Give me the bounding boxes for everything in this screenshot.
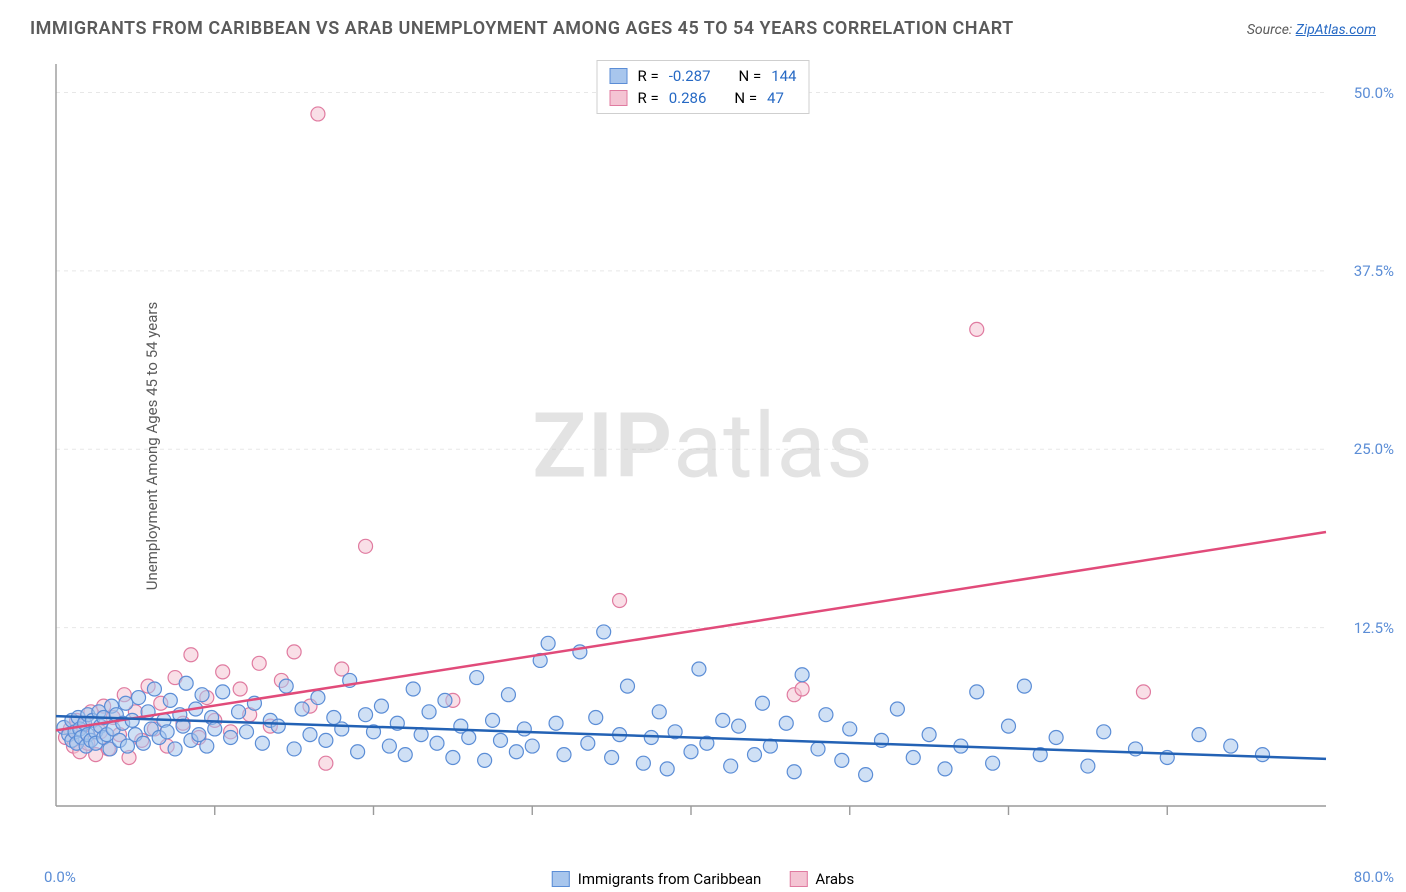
swatch-series-b: [610, 90, 628, 106]
scatter-plot: [50, 58, 1386, 836]
legend-row-b: R = 0.286 N = 47: [610, 87, 797, 109]
r-value: -0.287: [669, 65, 711, 87]
legend-label-a: Immigrants from Caribbean: [578, 870, 762, 888]
swatch-series-a: [610, 68, 628, 84]
plot-svg: [50, 58, 1386, 836]
source-link[interactable]: ZipAtlas.com: [1296, 22, 1376, 38]
source-attribution: Source: ZipAtlas.com: [1247, 22, 1376, 38]
n-label: N =: [739, 65, 762, 87]
y-tick-label: 12.5%: [1354, 619, 1394, 637]
legend-label-b: Arabs: [815, 870, 854, 888]
legend-item-a: Immigrants from Caribbean: [552, 870, 762, 888]
r-label: R =: [638, 65, 659, 87]
r-value: 0.286: [669, 87, 707, 109]
n-value: 144: [771, 65, 796, 87]
y-tick-label: 50.0%: [1354, 84, 1394, 102]
y-tick-label: 37.5%: [1354, 262, 1394, 280]
series-legend: Immigrants from Caribbean Arabs: [552, 870, 854, 888]
r-label: R =: [638, 87, 659, 109]
swatch-series-b: [789, 871, 807, 887]
y-tick-label: 25.0%: [1354, 440, 1394, 458]
x-origin-label: 0.0%: [44, 868, 76, 886]
swatch-series-a: [552, 871, 570, 887]
chart-title: IMMIGRANTS FROM CARIBBEAN VS ARAB UNEMPL…: [30, 18, 1014, 39]
correlation-legend: R = -0.287 N = 144 R = 0.286 N = 47: [597, 60, 810, 114]
legend-item-b: Arabs: [789, 870, 854, 888]
n-value: 47: [767, 87, 784, 109]
x-max-label: 80.0%: [1354, 868, 1394, 886]
n-label: N =: [734, 87, 757, 109]
legend-row-a: R = -0.287 N = 144: [610, 65, 797, 87]
source-label: Source:: [1247, 22, 1296, 38]
